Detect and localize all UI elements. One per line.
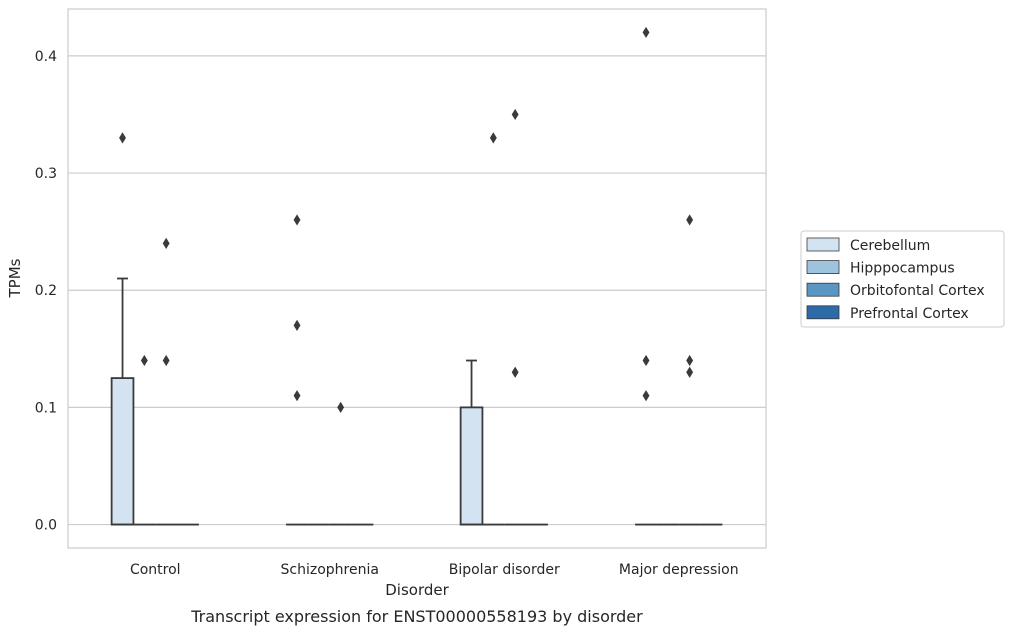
- box-orbitofontal-cortex: [678, 214, 701, 526]
- box-cerebellum: [635, 26, 657, 526]
- outlier-point: [642, 26, 650, 39]
- y-tick-label: 0.0: [35, 518, 57, 534]
- outlier-point: [162, 354, 170, 367]
- outlier-point: [686, 354, 694, 367]
- x-axis-label: Disorder: [385, 581, 449, 599]
- legend-label: Hipppocampus: [850, 261, 955, 277]
- y-tick-label: 0.2: [35, 283, 57, 299]
- box-cerebellum: [459, 359, 484, 526]
- outlier-point: [140, 354, 148, 367]
- box-cerebellum: [286, 214, 308, 526]
- y-axis-label: TPMs: [6, 258, 24, 298]
- outlier-point: [642, 390, 650, 402]
- outlier-point: [293, 319, 301, 331]
- legend-label: Cerebellum: [850, 238, 930, 254]
- outlier-point: [511, 366, 519, 378]
- chart-caption: Transcript expression for ENST0000055819…: [190, 607, 643, 626]
- outlier-point: [489, 132, 497, 144]
- box-hipppocampus: [133, 354, 156, 526]
- y-tick-label: 0.1: [35, 400, 57, 416]
- outlier-point: [686, 366, 694, 378]
- y-tick-label: 0.3: [35, 166, 57, 182]
- box-cerebellum: [110, 132, 135, 526]
- box-orbitofontal-cortex: [155, 237, 178, 526]
- x-tick-label: Major depression: [619, 562, 739, 578]
- legend-swatch: [806, 237, 840, 252]
- legend-swatch: [806, 282, 840, 297]
- x-tick-label: Schizophrenia: [281, 562, 379, 578]
- x-tick-labels: Control Schizophrenia Bipolar disorder Majo…: [130, 562, 739, 578]
- box-orbitofontal-cortex: [504, 108, 527, 526]
- x-tick-label: Bipolar disorder: [449, 562, 560, 578]
- plot-frame: [67, 8, 767, 549]
- outlier-point: [162, 237, 170, 249]
- legend-label: Orbitofontal Cortex: [850, 283, 985, 299]
- outlier-point: [293, 390, 301, 402]
- legend-label: Prefrontal Cortex: [850, 306, 969, 322]
- boxes: [110, 26, 723, 526]
- outlier-point: [642, 354, 650, 367]
- box-body: [110, 377, 135, 526]
- box-orbitofontal-cortex: [329, 401, 352, 526]
- outlier-point: [511, 108, 519, 121]
- y-tick-labels: 0.0 0.1 0.2 0.3 0.4: [35, 49, 57, 534]
- box-body: [459, 406, 484, 526]
- legend-frame: [800, 230, 1005, 328]
- box-hipppocampus: [482, 132, 505, 526]
- outlier-point: [686, 214, 694, 226]
- legend-swatch: [806, 305, 840, 320]
- legend: Cerebellum Hipppocampus Orbitofontal Corte…: [800, 230, 1005, 328]
- outlier-point: [337, 401, 345, 413]
- plot-area: [68, 9, 766, 548]
- legend-swatch: [806, 260, 840, 275]
- x-tick-label: Control: [130, 562, 181, 578]
- outlier-point: [119, 132, 126, 144]
- y-tick-label: 0.4: [35, 49, 57, 65]
- outlier-point: [293, 214, 301, 226]
